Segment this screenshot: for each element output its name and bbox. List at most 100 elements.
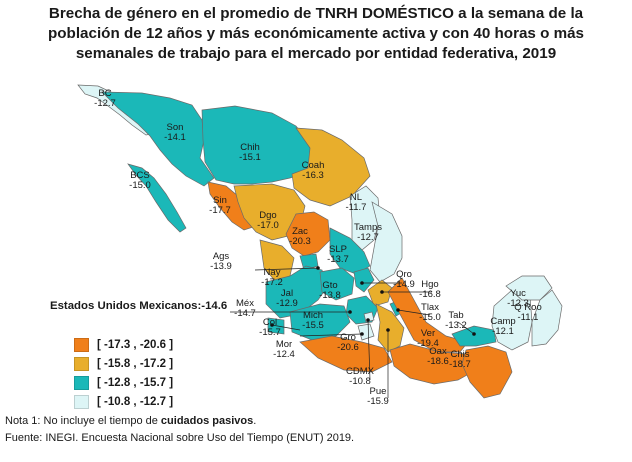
state-shape-chih (201, 105, 313, 185)
state-shape-gto (319, 267, 355, 301)
state-value-oax: -18.6 (427, 356, 449, 367)
state-shape-tab (451, 325, 497, 347)
state-value-pue: -15.9 (367, 396, 389, 407)
state-abbr-pue: Pue (370, 386, 387, 397)
state-value-camp: -12.1 (492, 326, 514, 337)
state-label-pue: Pue -15.9 (367, 386, 389, 407)
state-abbr-tab: Tab (448, 310, 463, 321)
state-abbr-mor: Mor (276, 339, 292, 350)
national-average: Estados Unidos Mexicanos:-14.6 (50, 300, 227, 312)
national-average-value: -14.6 (201, 300, 228, 312)
national-average-label: Estados Unidos Mexicanos: (50, 300, 202, 312)
state-abbr-slp: SLP (329, 244, 347, 255)
state-abbr-camp: Camp (490, 316, 515, 327)
state-label-tab: Tab -13.2 (445, 310, 467, 331)
state-label-bc: BC -12.7 (94, 88, 116, 109)
state-value-coah: -16.3 (302, 170, 324, 181)
state-value-mor: -12.4 (273, 349, 295, 360)
leader-dot-9 (472, 332, 476, 336)
state-value-ver: -19.4 (417, 338, 439, 349)
state-abbr-tamps: Tamps (354, 222, 382, 233)
state-abbr-dgo: Dgo (259, 210, 276, 221)
state-value-nl: -11.7 (346, 202, 367, 213)
legend-swatch-1 (74, 356, 89, 371)
legend-swatch-2 (74, 375, 89, 390)
state-label-gto: Gto -13.8 (319, 280, 341, 301)
leader-line-8 (397, 309, 431, 316)
legend-swatch-0 (74, 337, 89, 352)
state-abbr-son: Son (167, 122, 184, 133)
state-label-chih: Chih -15.1 (239, 142, 261, 163)
leader-dot-3 (270, 323, 274, 327)
state-label-dgo: Dgo -17.0 (257, 210, 279, 231)
state-value-chis: -18.7 (449, 359, 471, 370)
state-abbr-jal: Jal (281, 288, 293, 299)
state-label-tamps: Tamps -12.7 (354, 222, 382, 243)
leader-line-4 (367, 319, 371, 381)
state-label-son: Son -14.1 (164, 122, 186, 143)
state-label-cdmx: CDMX -10.8 (346, 366, 375, 387)
state-shape-qroo (531, 289, 563, 347)
state-shape-jal (265, 265, 329, 319)
state-value-mich: -15.5 (302, 320, 324, 331)
legend-item-1: [ -15.8 , -17.2 ] (74, 355, 173, 372)
state-shape-qro (353, 267, 375, 293)
legend-item-2: [ -12.8 , -15.7 ] (74, 374, 173, 391)
state-label-sin: Sin -17.7 (209, 195, 231, 216)
state-value-gro: -20.6 (337, 342, 359, 353)
state-label-jal: Jal -12.9 (276, 288, 298, 309)
legend-label-0: [ -17.3 , -20.6 ] (97, 338, 174, 351)
leader-dot-2 (360, 332, 364, 336)
state-value-tamps: -12.7 (357, 232, 379, 243)
state-abbr-cdmx: CDMX (346, 366, 375, 377)
legend-label-3: [ -10.8 , -12.7 ] (97, 395, 174, 408)
title-line-2: población de 12 años y más económicament… (48, 25, 584, 42)
state-value-col: -15.7 (259, 327, 281, 338)
state-abbr-sin: Sin (213, 195, 227, 206)
legend-label-1: [ -15.8 , -17.2 ] (97, 357, 174, 370)
state-label-hgo: Hgo -16.8 (419, 279, 441, 300)
state-shape-mor (357, 323, 375, 341)
state-label-qro: Qro -14.9 (393, 269, 415, 290)
state-value-tlax: -15.0 (419, 312, 441, 323)
state-value-sin: -17.7 (209, 205, 231, 216)
leader-dot-8 (396, 308, 400, 312)
state-abbr-ags: Ags (213, 251, 230, 262)
legend-swatch-3 (74, 394, 89, 409)
state-label-tlax: Tlax -15.0 (419, 302, 441, 323)
note-1-bold: cuidados pasivos (160, 415, 254, 427)
state-shape-coah (291, 127, 371, 207)
state-abbr-bc: BC (98, 88, 111, 99)
legend-label-2: [ -12.8 , -15.7 ] (97, 376, 174, 389)
state-abbr-nay: Nay (264, 267, 281, 278)
state-value-cdmx: -10.8 (349, 376, 371, 387)
state-label-bcs: BCS -15.0 (129, 170, 151, 191)
state-value-mx: -14.7 (234, 308, 256, 319)
state-value-hgo: -16.8 (419, 289, 441, 300)
state-label-nay: Nay -17.2 (261, 267, 283, 288)
state-abbr-mich: Mich (303, 310, 323, 321)
state-value-ags: -13.9 (210, 261, 232, 272)
leader-line-2 (299, 333, 363, 337)
source-note: Fuente: INEGI. Encuesta Nacional sobre U… (5, 432, 355, 444)
state-abbr-oax: Oax (429, 346, 447, 357)
state-shapes (77, 84, 563, 399)
state-shape-tamps (369, 201, 403, 283)
legend-item-3: [ -10.8 , -12.7 ] (74, 393, 173, 410)
state-value-jal: -12.9 (276, 298, 298, 309)
state-shape-chis (461, 345, 513, 399)
state-shape-zac (285, 211, 331, 257)
state-abbr-mx: Méx (236, 298, 254, 309)
state-label-mx: Méx -14.7 (234, 298, 256, 319)
state-abbr-chis: Chis (450, 349, 469, 360)
state-label-nl: NL -11.7 (346, 192, 367, 213)
leader-dot-4 (366, 318, 370, 322)
state-shape-yuc (505, 275, 553, 301)
note-1: Nota 1: No incluye el tiempo de cuidados… (5, 413, 354, 430)
note-1-suffix: . (253, 415, 257, 427)
state-value-slp: -13.7 (327, 254, 349, 265)
state-label-coah: Coah -16.3 (302, 160, 325, 181)
state-value-bc: -12.7 (94, 98, 116, 109)
title-line-1: Brecha de género en el promedio de TNRH … (48, 5, 584, 22)
